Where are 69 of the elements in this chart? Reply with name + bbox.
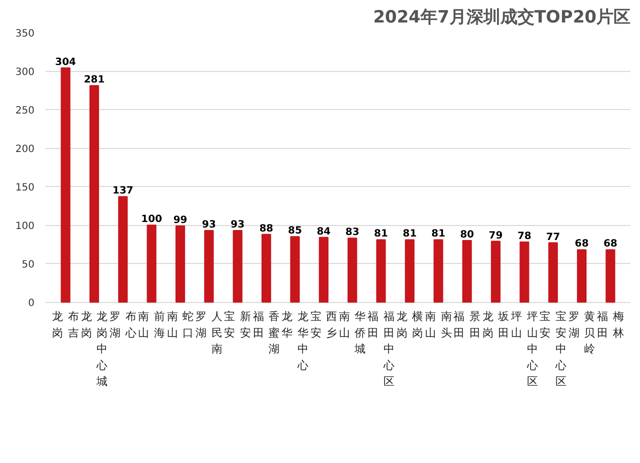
bar	[434, 239, 444, 303]
y-tick-label: 300	[15, 67, 35, 78]
bar	[606, 249, 616, 303]
data-label: 93	[202, 219, 216, 230]
data-label: 83	[345, 227, 360, 238]
x-tick-label: 宝安西乡	[310, 310, 338, 340]
bar	[520, 242, 530, 303]
data-label: 88	[259, 223, 274, 234]
bar	[60, 67, 70, 303]
x-tick-label: 罗湖黄贝岭	[568, 310, 596, 356]
bar	[204, 230, 214, 303]
y-tick-label: 150	[15, 182, 35, 194]
x-tick-label: 南山前海	[138, 310, 165, 340]
x-tick-label: 龙岗龙岗中心城	[80, 310, 108, 388]
data-label: 81	[402, 228, 417, 240]
y-tick-label: 100	[15, 221, 35, 232]
y-tick-label: 50	[22, 260, 35, 271]
bar	[462, 240, 472, 303]
x-tick-label: 福田景田	[454, 310, 480, 340]
data-label: 100	[141, 214, 162, 226]
data-label: 77	[546, 232, 560, 243]
bar	[175, 225, 186, 303]
data-label: 304	[55, 56, 76, 68]
x-tick-label: 罗湖布心	[110, 310, 136, 340]
bar	[348, 238, 358, 303]
bar	[318, 236, 328, 303]
data-label: 81	[374, 228, 388, 240]
data-label: 80	[460, 229, 474, 240]
x-tick-label: 宝安新安	[224, 310, 252, 340]
x-tick-label: 罗湖人民南	[196, 310, 222, 356]
data-label: 93	[230, 219, 245, 230]
chart-title: 2024年7月深圳成交TOP20片区	[373, 8, 631, 28]
x-tick-label: 龙岗横岗	[396, 310, 424, 340]
x-tick-label: 福田梅林	[597, 310, 624, 340]
x-tick-label: 宝安宝安中心区	[540, 310, 566, 388]
data-label: 85	[288, 226, 302, 237]
x-tick-label: 南山华侨城	[338, 310, 366, 356]
bar	[89, 85, 100, 303]
bar	[490, 240, 501, 303]
data-label: 78	[517, 231, 532, 242]
data-label: 68	[603, 238, 618, 250]
y-tick-label: 0	[28, 298, 35, 310]
x-tick-label: 福田福田中心区	[368, 310, 394, 388]
x-tick-label: 坪山坪山中心区	[510, 310, 538, 388]
bar	[290, 236, 300, 303]
bar	[146, 224, 156, 303]
y-tick-label: 350	[15, 28, 35, 40]
x-tick-label: 南山南头	[424, 310, 452, 340]
bar	[404, 239, 414, 303]
data-label: 137	[112, 186, 134, 197]
data-label: 99	[173, 214, 188, 226]
data-label: 68	[574, 238, 589, 250]
x-tick-label: 福田香蜜湖	[252, 310, 280, 356]
x-tick-label: 龙华龙华中心	[282, 310, 308, 372]
bar	[376, 239, 386, 303]
bar	[548, 242, 558, 303]
x-tick-label: 南山蛇口	[166, 310, 194, 340]
data-label: 281	[84, 74, 105, 86]
bar	[576, 249, 587, 303]
data-label: 79	[488, 230, 503, 242]
x-tick-label: 龙岗布吉	[52, 310, 79, 340]
data-label: 84	[316, 226, 331, 238]
y-tick-label: 250	[15, 106, 35, 117]
y-tick-label: 200	[15, 144, 35, 156]
bar	[232, 230, 242, 303]
x-tick-label: 龙岗坂田	[482, 310, 510, 340]
data-label: 81	[431, 228, 446, 240]
bar	[262, 234, 272, 303]
bar	[118, 196, 128, 303]
